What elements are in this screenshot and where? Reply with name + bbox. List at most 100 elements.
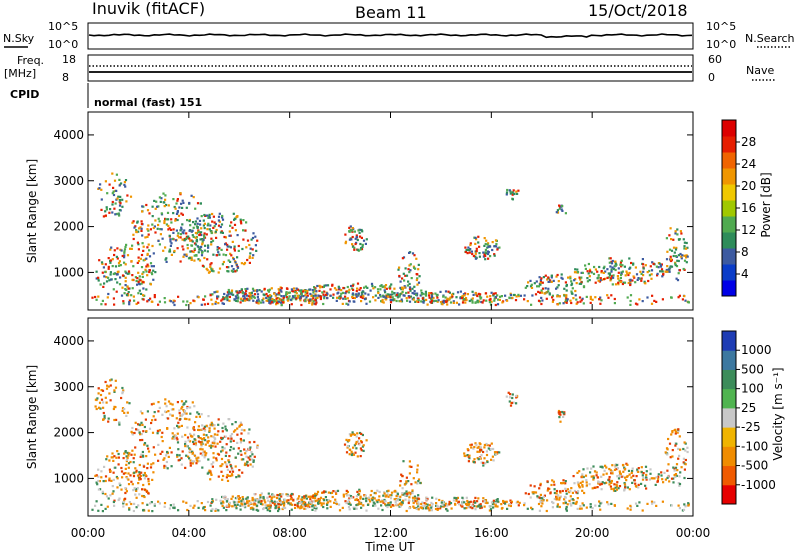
velocity-echo	[189, 412, 192, 415]
power-echo	[634, 266, 637, 269]
velocity-echo	[479, 449, 482, 452]
power-echo	[200, 303, 203, 306]
power-echo	[355, 290, 358, 293]
velocity-echo	[195, 457, 198, 460]
power-echo	[210, 237, 213, 240]
velocity-echo	[99, 393, 103, 397]
velocity-echo	[563, 498, 566, 501]
power-echo	[389, 287, 392, 290]
power-echo	[182, 201, 185, 204]
velocity-echo	[252, 508, 255, 511]
velocity-echo	[231, 423, 234, 426]
velocity-echo	[221, 500, 224, 503]
power-echo	[197, 258, 200, 261]
power-echo	[254, 244, 257, 247]
velocity-echo	[629, 506, 633, 509]
power-echo	[357, 229, 360, 232]
velocity-echo	[303, 495, 306, 498]
velocity-echo	[147, 450, 151, 453]
velocity-echo	[320, 502, 323, 505]
velocity-echo	[533, 485, 536, 488]
velocity-echo	[416, 496, 419, 499]
power-echo	[415, 300, 418, 303]
power-echo	[185, 237, 188, 240]
velocity-echo	[480, 506, 483, 509]
velocity-echo	[469, 506, 472, 509]
velocity-echo	[98, 406, 101, 409]
velocity-echo	[196, 411, 199, 414]
power-echo	[136, 283, 139, 286]
power-echo	[458, 303, 461, 306]
power-echo	[491, 248, 494, 252]
velocity-echo	[438, 498, 441, 502]
velocity-echo	[376, 489, 379, 492]
velocity-echo	[420, 502, 423, 506]
velocity-echo	[178, 418, 181, 421]
power-echo	[374, 286, 377, 289]
velocity-echo	[242, 500, 245, 503]
power-echo	[529, 285, 533, 288]
velocity-echo	[417, 497, 420, 500]
velocity-echo	[161, 413, 164, 416]
velocity-echo	[259, 496, 262, 499]
velocity-echo	[585, 479, 588, 482]
velocity-echo	[465, 507, 468, 510]
velocity-echo	[677, 430, 680, 433]
power-echo	[345, 302, 348, 305]
velocity-echo	[491, 455, 494, 458]
velocity-echo	[496, 505, 499, 508]
velocity-echo	[98, 480, 101, 483]
power-echo	[97, 276, 100, 279]
power-echo	[268, 300, 272, 303]
power-cbar-label: 16	[741, 201, 756, 215]
velocity-echo	[471, 507, 474, 510]
power-echo	[180, 212, 183, 215]
velocity-echo	[618, 485, 622, 488]
power-echo	[209, 294, 212, 297]
power-echo	[423, 299, 426, 302]
power-echo	[153, 296, 156, 299]
velocity-echo	[164, 402, 167, 405]
velocity-echo	[515, 402, 518, 405]
power-echo	[362, 290, 365, 293]
velocity-echo	[558, 416, 561, 419]
velocity-echo	[656, 480, 659, 483]
power-echo	[100, 261, 104, 264]
velocity-echo	[582, 468, 585, 471]
velocity-echo	[645, 470, 648, 473]
velocity-echo	[404, 498, 407, 501]
power-ytick-label: 2000	[53, 220, 84, 234]
power-echo	[201, 251, 204, 254]
power-echo	[180, 228, 183, 231]
power-echo	[201, 240, 204, 243]
velocity-echo	[626, 475, 629, 478]
velocity-echo	[610, 502, 613, 505]
power-echo	[390, 283, 393, 286]
power-echo	[493, 254, 496, 257]
velocity-echo	[189, 504, 192, 507]
velocity-echo	[306, 505, 309, 508]
power-echo	[551, 300, 554, 303]
velocity-echo	[139, 410, 142, 413]
velocity-echo	[253, 502, 256, 505]
power-echo	[242, 229, 245, 232]
power-echo	[143, 294, 146, 297]
colorbar-swatch	[722, 264, 736, 281]
power-echo	[296, 295, 299, 298]
velocity-echo	[479, 443, 482, 446]
velocity-echo	[169, 504, 172, 507]
power-echo	[216, 246, 219, 249]
velocity-echo	[104, 492, 107, 496]
power-echo	[183, 253, 186, 256]
velocity-echo	[319, 496, 323, 499]
power-echo	[570, 283, 573, 287]
power-echo	[185, 303, 188, 307]
velocity-echo	[241, 503, 244, 506]
power-echo	[125, 200, 128, 203]
power-echo	[442, 301, 445, 304]
power-echo	[190, 194, 193, 197]
power-echo	[517, 189, 520, 192]
velocity-echo	[347, 439, 350, 442]
power-echo	[230, 289, 234, 292]
power-echo	[555, 275, 558, 278]
